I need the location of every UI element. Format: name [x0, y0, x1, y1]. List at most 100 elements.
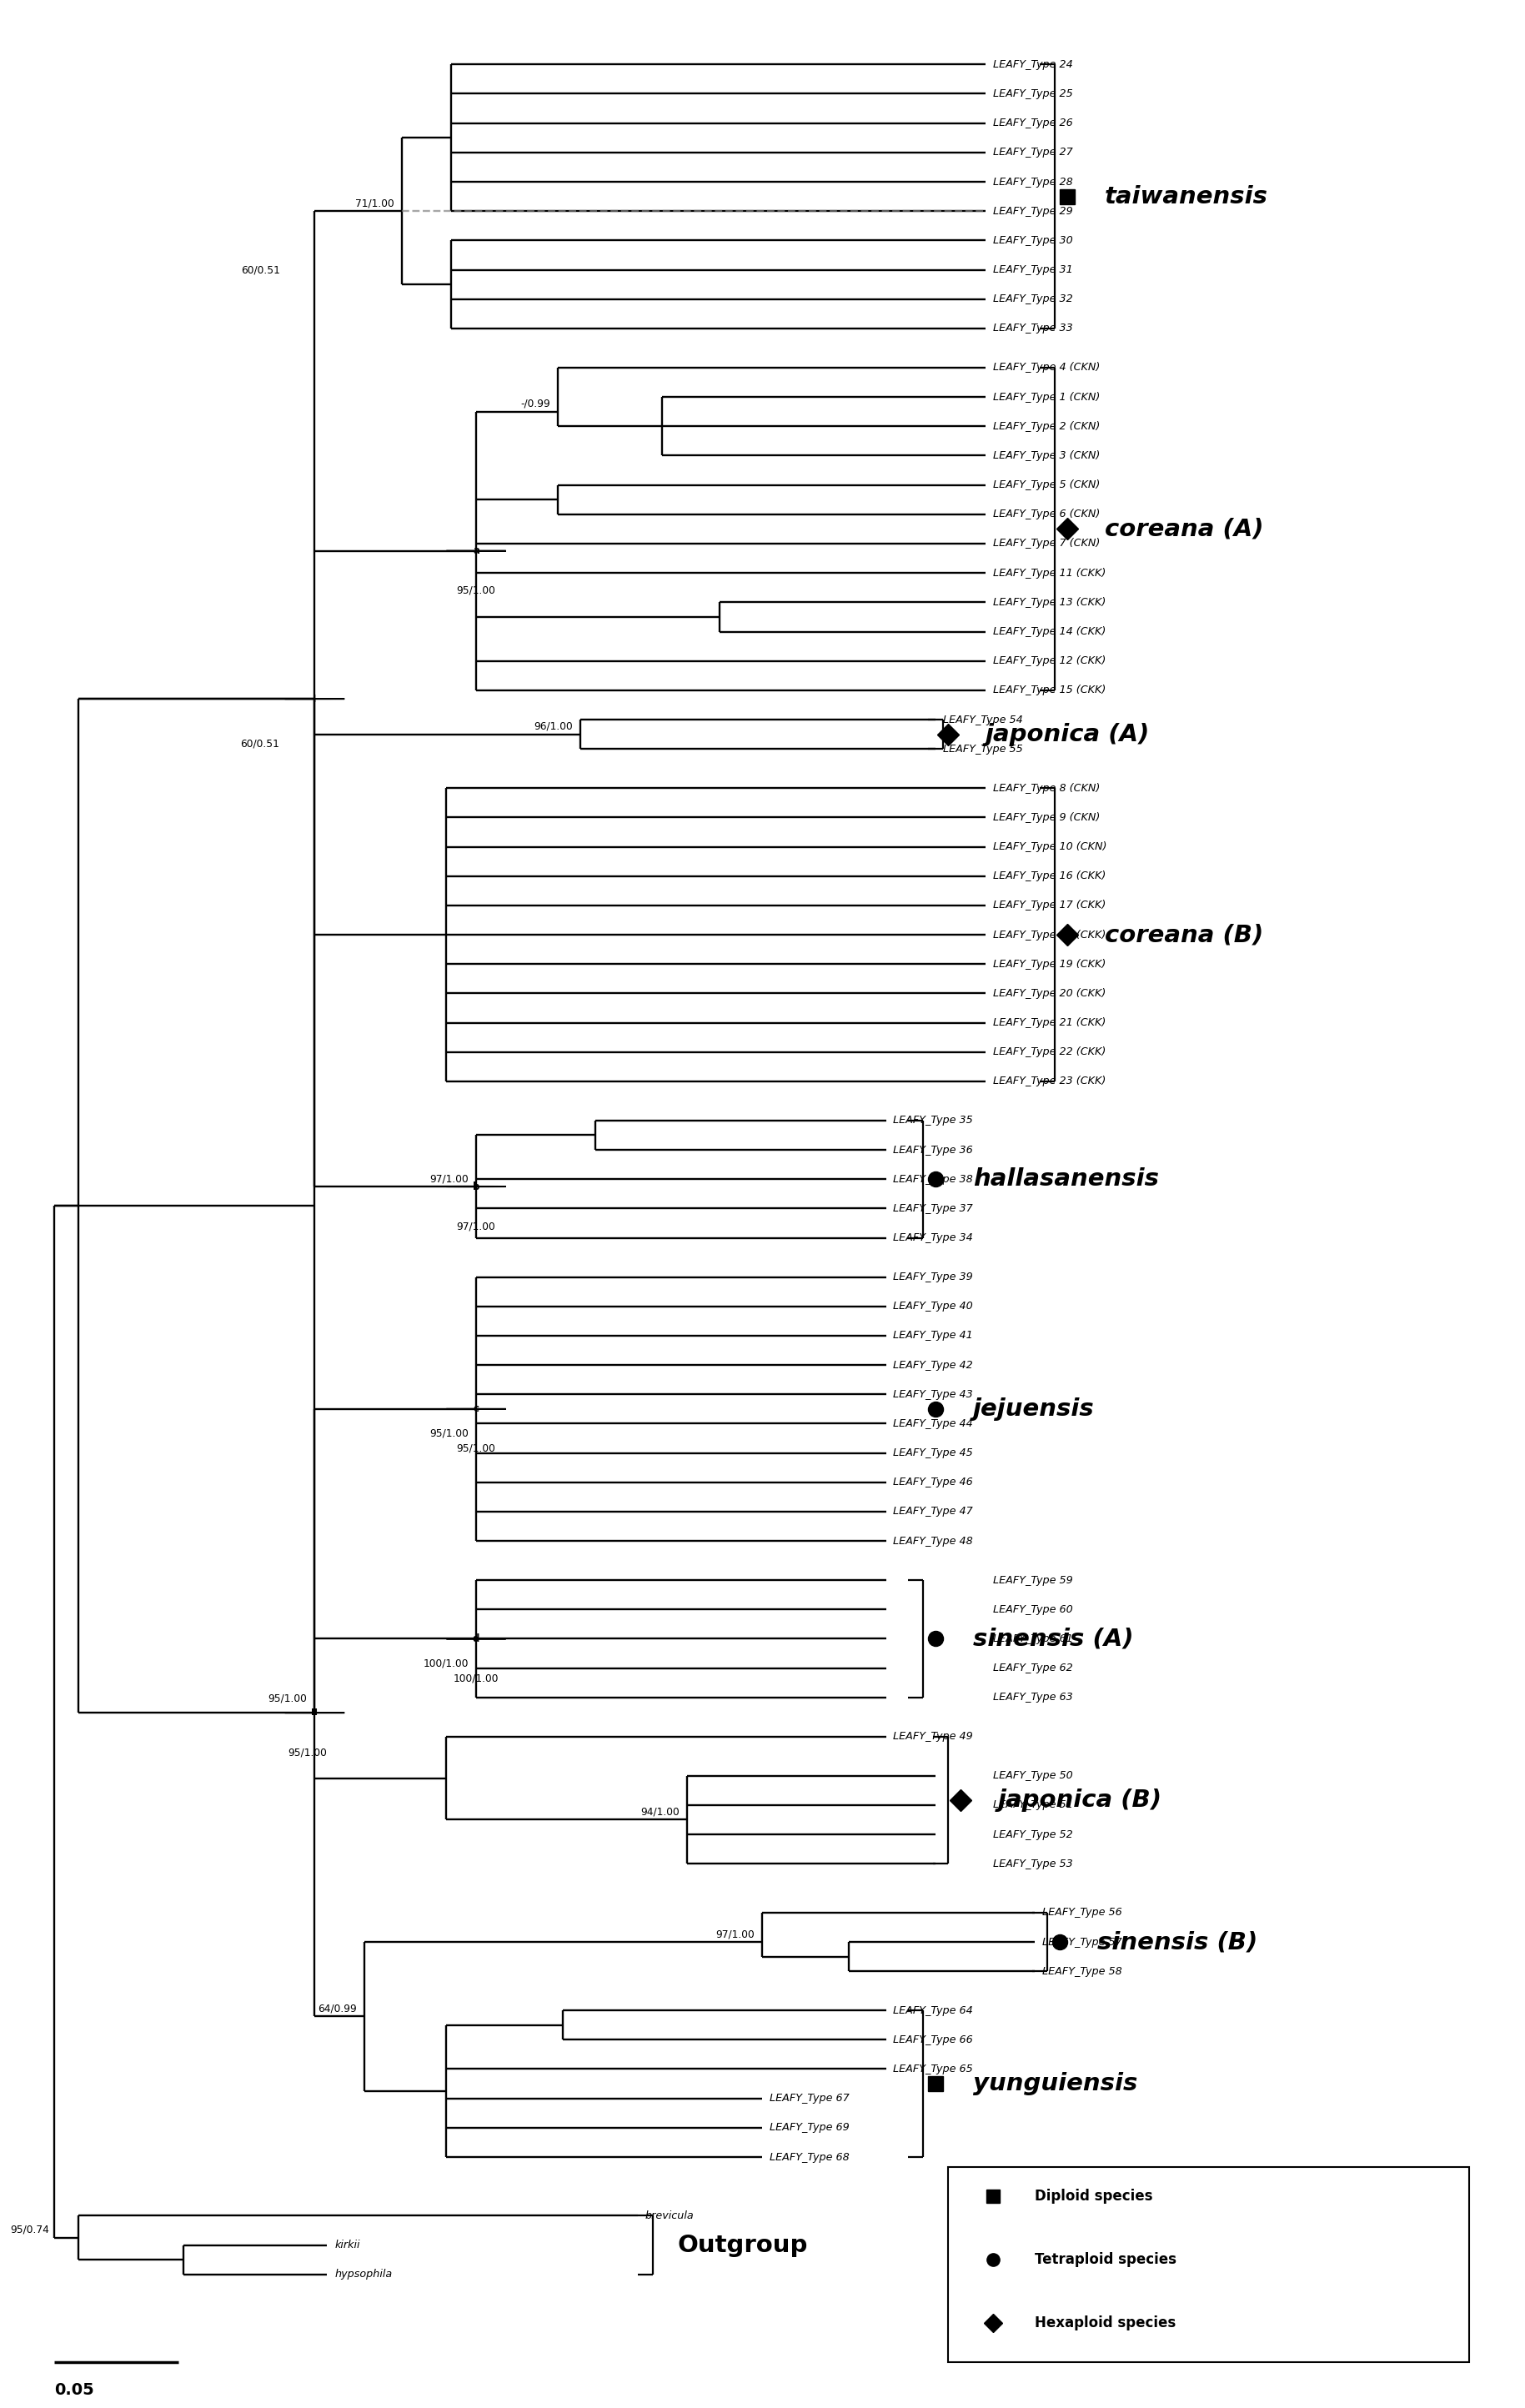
Text: 60/0.51: 60/0.51 — [241, 265, 281, 275]
Text: LEAFY_Type 2 (CKN): LEAFY_Type 2 (CKN) — [993, 421, 1100, 431]
Text: LEAFY_Type 20 (CKK): LEAFY_Type 20 (CKK) — [993, 987, 1106, 999]
Text: LEAFY_Type 10 (CKN): LEAFY_Type 10 (CKN) — [993, 840, 1107, 852]
Text: LEAFY_Type 29: LEAFY_Type 29 — [993, 205, 1072, 217]
Text: LEAFY_Type 36: LEAFY_Type 36 — [894, 1144, 973, 1156]
Text: LEAFY_Type 6 (CKN): LEAFY_Type 6 (CKN) — [993, 508, 1100, 520]
Text: LEAFY_Type 40: LEAFY_Type 40 — [894, 1300, 973, 1312]
Text: LEAFY_Type 53: LEAFY_Type 53 — [993, 1859, 1072, 1869]
Text: LEAFY_Type 67: LEAFY_Type 67 — [769, 2093, 849, 2105]
Text: 95/1.00: 95/1.00 — [430, 1428, 468, 1440]
Text: 97/1.00: 97/1.00 — [430, 1173, 468, 1185]
Text: 71/1.00: 71/1.00 — [355, 197, 393, 209]
Text: 60/0.51: 60/0.51 — [241, 737, 279, 749]
Text: LEAFY_Type 17 (CKK): LEAFY_Type 17 (CKK) — [993, 901, 1106, 910]
Text: 95/1.00: 95/1.00 — [268, 1693, 307, 1702]
Text: Diploid species: Diploid species — [1035, 2189, 1153, 2203]
FancyBboxPatch shape — [949, 2167, 1470, 2362]
Text: taiwanensis: taiwanensis — [1104, 185, 1267, 207]
Text: LEAFY_Type 44: LEAFY_Type 44 — [894, 1418, 973, 1428]
Text: LEAFY_Type 32: LEAFY_Type 32 — [993, 294, 1072, 303]
Text: LEAFY_Type 47: LEAFY_Type 47 — [894, 1507, 973, 1517]
Text: c: c — [473, 1404, 479, 1413]
Text: LEAFY_Type 57: LEAFY_Type 57 — [1043, 1936, 1122, 1948]
Text: 96/1.00: 96/1.00 — [534, 720, 573, 732]
Text: LEAFY_Type 41: LEAFY_Type 41 — [894, 1329, 973, 1341]
Text: 0.05: 0.05 — [53, 2382, 93, 2398]
Text: LEAFY_Type 12 (CKK): LEAFY_Type 12 (CKK) — [993, 655, 1106, 667]
Text: LEAFY_Type 15 (CKK): LEAFY_Type 15 (CKK) — [993, 684, 1106, 696]
Text: LEAFY_Type 69: LEAFY_Type 69 — [769, 2121, 849, 2133]
Text: Tetraploid species: Tetraploid species — [1035, 2251, 1177, 2268]
Text: LEAFY_Type 62: LEAFY_Type 62 — [993, 1662, 1072, 1674]
Text: LEAFY_Type 26: LEAFY_Type 26 — [993, 118, 1072, 128]
Text: II: II — [311, 1710, 319, 1717]
Text: a: a — [473, 547, 479, 556]
Text: LEAFY_Type 65: LEAFY_Type 65 — [894, 2064, 973, 2073]
Text: LEAFY_Type 30: LEAFY_Type 30 — [993, 236, 1072, 246]
Text: LEAFY_Type 61: LEAFY_Type 61 — [993, 1633, 1072, 1645]
Text: LEAFY_Type 21 (CKK): LEAFY_Type 21 (CKK) — [993, 1016, 1106, 1028]
Text: 97/1.00: 97/1.00 — [715, 1929, 755, 1938]
Text: LEAFY_Type 46: LEAFY_Type 46 — [894, 1476, 973, 1488]
Text: d: d — [473, 1633, 480, 1645]
Text: coreana (A): coreana (A) — [1104, 518, 1263, 542]
Text: LEAFY_Type 27: LEAFY_Type 27 — [993, 147, 1072, 159]
Text: LEAFY_Type 31: LEAFY_Type 31 — [993, 265, 1072, 275]
Text: LEAFY_Type 51: LEAFY_Type 51 — [993, 1799, 1072, 1811]
Text: LEAFY_Type 28: LEAFY_Type 28 — [993, 176, 1072, 188]
Text: LEAFY_Type 1 (CKN): LEAFY_Type 1 (CKN) — [993, 393, 1100, 402]
Text: LEAFY_Type 16 (CKK): LEAFY_Type 16 (CKK) — [993, 872, 1106, 881]
Text: LEAFY_Type 33: LEAFY_Type 33 — [993, 323, 1072, 335]
Text: LEAFY_Type 37: LEAFY_Type 37 — [894, 1204, 973, 1214]
Text: LEAFY_Type 48: LEAFY_Type 48 — [894, 1536, 973, 1546]
Text: LEAFY_Type 3 (CKN): LEAFY_Type 3 (CKN) — [993, 450, 1100, 460]
Text: Outgroup: Outgroup — [677, 2232, 808, 2256]
Text: LEAFY_Type 43: LEAFY_Type 43 — [894, 1389, 973, 1399]
Text: LEAFY_Type 25: LEAFY_Type 25 — [993, 89, 1072, 99]
Text: LEAFY_Type 55: LEAFY_Type 55 — [942, 744, 1023, 754]
Text: japonica (A): japonica (A) — [985, 722, 1150, 746]
Text: kirkii: kirkii — [334, 2239, 360, 2251]
Text: LEAFY_Type 8 (CKN): LEAFY_Type 8 (CKN) — [993, 783, 1100, 795]
Text: LEAFY_Type 19 (CKK): LEAFY_Type 19 (CKK) — [993, 958, 1106, 970]
Text: 64/0.99: 64/0.99 — [317, 2003, 357, 2013]
Text: sinensis (A): sinensis (A) — [973, 1628, 1133, 1649]
Text: LEAFY_Type 13 (CKK): LEAFY_Type 13 (CKK) — [993, 597, 1106, 607]
Text: 97/1.00: 97/1.00 — [456, 1221, 496, 1230]
Text: 100/1.00: 100/1.00 — [453, 1674, 499, 1683]
Text: 100/1.00: 100/1.00 — [424, 1657, 468, 1669]
Text: jejuensis: jejuensis — [973, 1397, 1095, 1421]
Text: 95/1.00: 95/1.00 — [456, 585, 496, 597]
Text: -/0.99: -/0.99 — [522, 397, 551, 409]
Text: LEAFY_Type 63: LEAFY_Type 63 — [993, 1693, 1072, 1702]
Text: LEAFY_Type 66: LEAFY_Type 66 — [894, 2035, 973, 2044]
Text: LEAFY_Type 39: LEAFY_Type 39 — [894, 1271, 973, 1283]
Text: LEAFY_Type 35: LEAFY_Type 35 — [894, 1115, 973, 1127]
Text: LEAFY_Type 34: LEAFY_Type 34 — [894, 1233, 973, 1243]
Text: LEAFY_Type 45: LEAFY_Type 45 — [894, 1447, 973, 1459]
Text: b: b — [473, 1180, 480, 1192]
Text: 95/1.00: 95/1.00 — [456, 1442, 496, 1454]
Text: LEAFY_Type 56: LEAFY_Type 56 — [1043, 1907, 1122, 1919]
Text: LEAFY_Type 9 (CKN): LEAFY_Type 9 (CKN) — [993, 811, 1100, 824]
Text: LEAFY_Type 38: LEAFY_Type 38 — [894, 1173, 973, 1185]
Text: japonica (B): japonica (B) — [997, 1789, 1162, 1811]
Text: 94/1.00: 94/1.00 — [640, 1806, 680, 1818]
Text: 95/0.74: 95/0.74 — [9, 2225, 49, 2235]
Text: LEAFY_Type 42: LEAFY_Type 42 — [894, 1361, 973, 1370]
Text: LEAFY_Type 4 (CKN): LEAFY_Type 4 (CKN) — [993, 361, 1100, 373]
Text: LEAFY_Type 5 (CKN): LEAFY_Type 5 (CKN) — [993, 479, 1100, 491]
Text: LEAFY_Type 22 (CKK): LEAFY_Type 22 (CKK) — [993, 1047, 1106, 1057]
Text: LEAFY_Type 14 (CKK): LEAFY_Type 14 (CKK) — [993, 626, 1106, 638]
Text: brevicula: brevicula — [645, 2211, 694, 2220]
Text: hypsophila: hypsophila — [334, 2268, 392, 2280]
Text: LEAFY_Type 23 (CKK): LEAFY_Type 23 (CKK) — [993, 1076, 1106, 1086]
Text: LEAFY_Type 64: LEAFY_Type 64 — [894, 2006, 973, 2015]
Text: LEAFY_Type 18 (CKK): LEAFY_Type 18 (CKK) — [993, 929, 1106, 939]
Text: Hexaploid species: Hexaploid species — [1035, 2316, 1176, 2331]
Text: LEAFY_Type 52: LEAFY_Type 52 — [993, 1830, 1072, 1840]
Text: yunguiensis: yunguiensis — [973, 2071, 1138, 2095]
Text: LEAFY_Type 59: LEAFY_Type 59 — [993, 1575, 1072, 1584]
Text: LEAFY_Type 24: LEAFY_Type 24 — [993, 60, 1072, 70]
Text: LEAFY_Type 68: LEAFY_Type 68 — [769, 2153, 849, 2162]
